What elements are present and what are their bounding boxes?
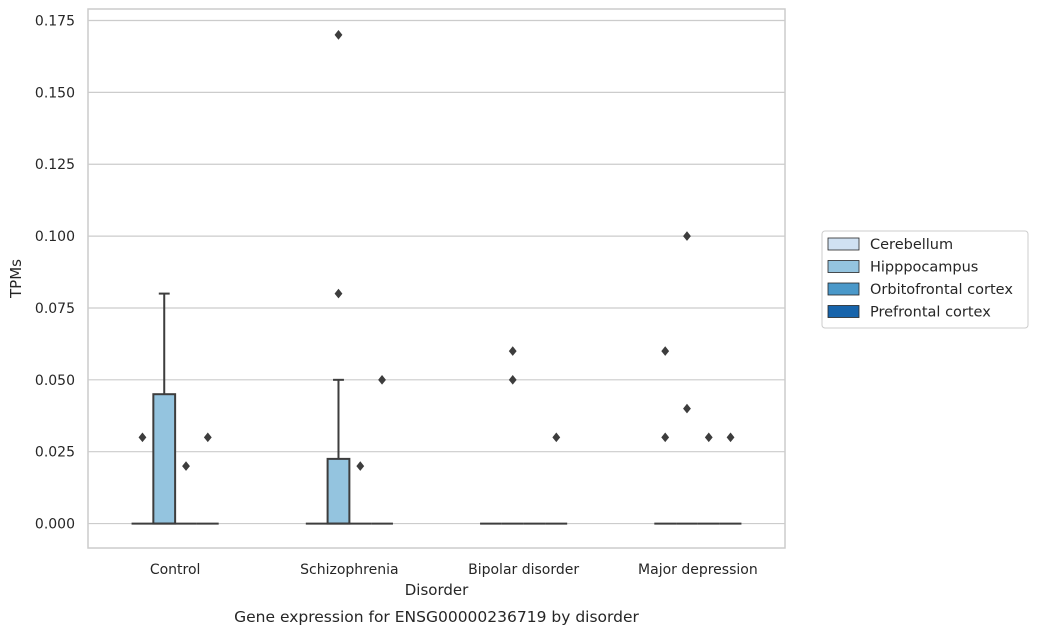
plot-frame xyxy=(87,8,786,549)
y-tick-label: 0.075 xyxy=(35,301,75,317)
y-tick-label: 0.175 xyxy=(35,13,75,29)
y-tick-label: 0.150 xyxy=(35,85,75,101)
y-tick-label: 0.000 xyxy=(35,517,75,533)
box-orbitofrontal-cortex xyxy=(349,461,372,525)
box-hipppocampus xyxy=(676,231,698,525)
legend-swatch xyxy=(827,260,860,273)
outlier-point xyxy=(683,231,691,241)
y-tick-label: 0.025 xyxy=(35,445,75,461)
y-tick-label: 0.050 xyxy=(35,373,75,389)
legend-swatch xyxy=(827,305,860,318)
box-orbitofrontal-cortex xyxy=(175,461,197,525)
box-prefrontal-cortex xyxy=(719,432,742,525)
legend-label: Cerebellum xyxy=(870,237,953,253)
box-prefrontal-cortex xyxy=(196,432,219,525)
box-cerebellum xyxy=(131,432,154,525)
outlier-point xyxy=(683,403,691,414)
x-tick-label: Bipolar disorder xyxy=(468,562,579,578)
outlier-point xyxy=(356,461,365,471)
outlier-point xyxy=(704,432,713,443)
outlier-point xyxy=(203,432,212,443)
legend-label: Prefrontal cortex xyxy=(870,305,991,321)
chart-caption: Gene expression for ENSG00000236719 by d… xyxy=(234,608,639,626)
legend-label: Hipppocampus xyxy=(870,260,978,276)
outlier-point xyxy=(508,374,517,385)
outlier-point xyxy=(726,432,735,443)
box-body xyxy=(326,457,351,525)
y-axis-label: TPMs xyxy=(7,259,25,299)
x-tick-label: Schizophrenia xyxy=(300,562,398,578)
outlier-point xyxy=(661,432,670,443)
box-hipppocampus xyxy=(152,292,177,525)
outlier-point xyxy=(508,346,517,356)
x-tick-label: Control xyxy=(150,562,201,578)
legend-items: Cerebellum Hipppocampus Orbitofrontal cort… xyxy=(827,237,1013,321)
box-prefrontal-cortex xyxy=(545,432,568,525)
box-hipppocampus xyxy=(501,346,524,525)
legend-swatch xyxy=(827,237,860,251)
legend: Cerebellum Hipppocampus Orbitofrontal cort… xyxy=(821,230,1029,329)
x-tick-labels: Control Schizophrenia Bipolar disorder Majo… xyxy=(150,562,758,578)
plot-marks xyxy=(131,30,742,525)
outlier-point xyxy=(334,288,343,299)
box-prefrontal-cortex xyxy=(371,374,393,525)
y-tick-labels: 0.000 0.025 0.050 0.075 0.100 0.125 0.150 0.175 xyxy=(35,13,75,532)
legend-swatch xyxy=(827,282,860,296)
y-tick-label: 0.125 xyxy=(35,157,75,173)
y-tick-label: 0.100 xyxy=(35,229,75,245)
legend-frame xyxy=(821,230,1029,329)
outlier-point xyxy=(334,30,343,40)
legend-label: Orbitofrontal cortex xyxy=(870,282,1013,298)
outlier-point xyxy=(182,461,190,471)
box-cerebellum xyxy=(654,346,677,525)
box-orbitofrontal-cortex xyxy=(697,432,720,525)
x-axis-label: Disorder xyxy=(405,581,469,599)
box-hipppocampus xyxy=(326,30,351,525)
box-body xyxy=(152,393,177,525)
outlier-point xyxy=(138,432,147,443)
outlier-point xyxy=(661,346,670,356)
outlier-point xyxy=(378,374,386,385)
outlier-point xyxy=(552,432,561,443)
x-tick-label: Major depression xyxy=(638,562,758,578)
grid-lines xyxy=(88,19,785,525)
